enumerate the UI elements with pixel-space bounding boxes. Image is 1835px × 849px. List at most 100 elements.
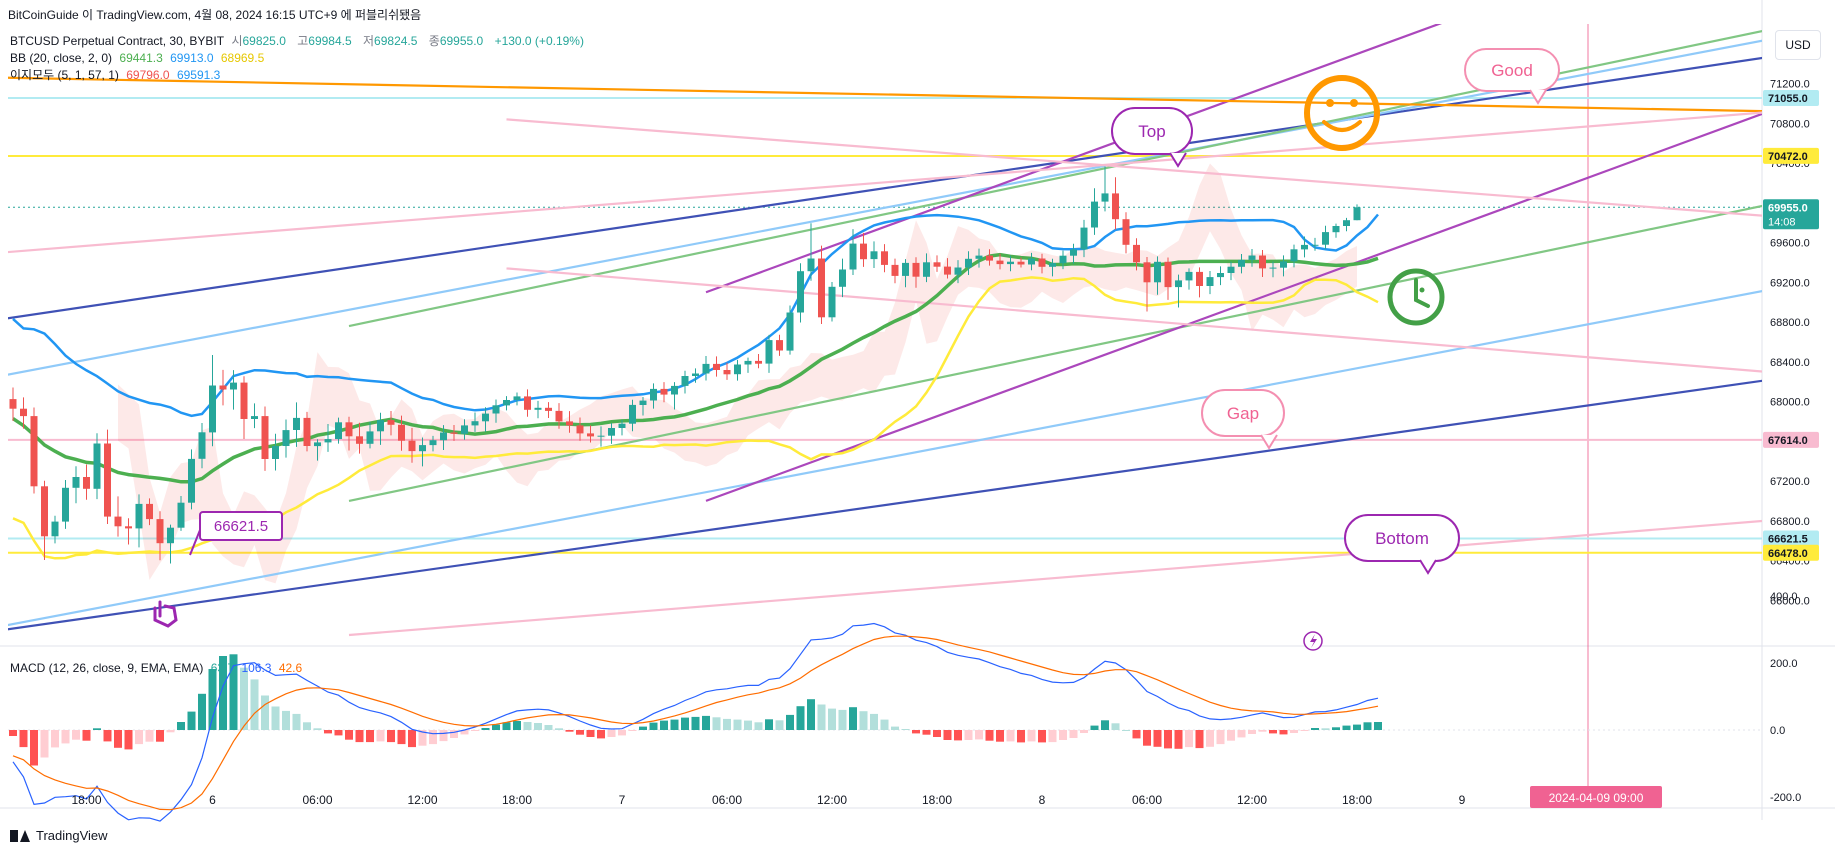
candle-body: [713, 363, 720, 370]
ichimoku-label[interactable]: 이지모두 (5, 1, 57, 1): [10, 68, 119, 82]
candle-body: [303, 417, 311, 446]
candle-body: [723, 370, 731, 375]
macd-histogram-bar: [670, 719, 679, 730]
macd-label[interactable]: MACD (12, 26, close, 9, EMA, EMA): [10, 661, 204, 675]
macd-histogram-bar: [618, 730, 626, 736]
candle-body: [975, 255, 983, 259]
macd-histogram-bar: [439, 730, 448, 742]
macd-histogram-bar: [891, 726, 899, 730]
candle-body: [156, 519, 164, 544]
macd-histogram-bar: [30, 730, 38, 766]
ichimoku-a-value: 69796.0: [126, 68, 170, 82]
macd-histogram-bar: [135, 730, 143, 745]
candle-body: [639, 400, 647, 405]
bottom-bubble-label: Bottom: [1375, 529, 1429, 548]
candle-body: [1101, 193, 1109, 202]
macd-histogram-bar: [114, 730, 122, 748]
macd-histogram-bar: [1101, 720, 1109, 730]
macd-histogram-bar: [702, 715, 710, 730]
date-marker-tag: [1530, 786, 1662, 808]
candle-body: [1175, 280, 1182, 288]
candle-body: [429, 440, 437, 446]
gap-bubble-label: Gap: [1227, 404, 1259, 423]
candle-body: [209, 385, 216, 433]
candle-body: [503, 400, 510, 406]
macd-histogram-bar: [1143, 730, 1151, 746]
candle-body: [755, 360, 762, 364]
price-tag: [1763, 147, 1819, 164]
macd-histogram-bar: [996, 730, 1004, 742]
candle-body: [660, 388, 668, 395]
macd-histogram-bar: [198, 693, 206, 730]
macd-histogram-bar: [1248, 730, 1256, 734]
macd-histogram-bar: [1132, 730, 1141, 739]
macd-histogram-bar: [1111, 723, 1120, 730]
candle-body: [933, 262, 941, 267]
macd-histogram-bar: [1059, 730, 1067, 740]
time-axis-label: 18:00: [502, 793, 532, 807]
macd-histogram-bar: [565, 730, 574, 732]
candle-body: [1322, 232, 1329, 245]
macd-histogram-bar: [324, 730, 332, 734]
candle-body: [83, 477, 90, 489]
candle-body: [72, 477, 80, 488]
macd-histogram-bar: [208, 669, 217, 730]
candle-body: [419, 445, 426, 452]
bb-basis-value: 69441.3: [119, 51, 163, 65]
macd-histogram-bar: [51, 730, 59, 748]
macd-histogram-bar: [975, 730, 983, 740]
macd-histogram-bar: [807, 699, 815, 730]
macd-histogram-bar: [1185, 730, 1193, 748]
macd-histogram-bar: [1353, 724, 1361, 730]
candle-body: [870, 251, 878, 260]
candle-body: [1164, 261, 1172, 288]
candle-body: [1227, 266, 1235, 273]
macd-histogram-bar: [282, 710, 290, 730]
bb-label[interactable]: BB (20, close, 2, 0): [10, 51, 113, 65]
price-axis-label: 68800.0: [1770, 317, 1810, 329]
macd-signal-value: 42.6: [278, 661, 303, 675]
macd-histogram-bar: [649, 722, 658, 730]
candles: [9, 166, 1361, 564]
neutral-face-dot: [1419, 287, 1425, 293]
macd-histogram-bar: [1269, 730, 1277, 734]
macd-histogram-bar: [124, 730, 133, 750]
candle-body: [912, 262, 920, 277]
bb-lower-value: 68969.5: [220, 51, 265, 65]
candle-body: [1112, 193, 1119, 220]
trendline: [8, 76, 1762, 113]
candle-body: [219, 385, 227, 390]
time-axis-label: 7: [619, 793, 626, 807]
candle-body: [881, 251, 888, 265]
macd-histogram-bar: [1174, 730, 1183, 749]
candle-body: [587, 433, 594, 437]
macd-histogram-bar: [754, 722, 763, 730]
candle-body: [471, 421, 479, 426]
candle-body: [1238, 259, 1245, 267]
candle-body: [849, 243, 857, 270]
macd-histogram-bar: [397, 730, 406, 745]
good-bubble: Good: [1464, 48, 1560, 105]
time-axis-label: 18:00: [1342, 793, 1372, 807]
candle-body: [135, 503, 143, 529]
price-callout-pointer: [189, 529, 201, 556]
trendline: [348, 204, 1762, 502]
footer-brand[interactable]: TradingView: [10, 828, 108, 843]
macd-histogram-bar: [408, 730, 416, 748]
macd-histogram-bar: [597, 730, 605, 739]
time-axis-label: 18:00: [922, 793, 952, 807]
high-label: 고: [297, 34, 309, 48]
macd-histogram-bar: [954, 730, 962, 741]
candle-body: [744, 360, 752, 365]
candle-body: [839, 269, 846, 287]
currency-button[interactable]: USD: [1775, 30, 1821, 60]
macd-histogram-bar: [387, 730, 395, 743]
candle-body: [1185, 271, 1193, 281]
macd-histogram-bar: [177, 722, 185, 730]
candle-body: [324, 439, 332, 443]
symbol-name[interactable]: BTCUSD Perpetual Contract, 30, BYBIT: [10, 34, 225, 48]
macd-histogram-bar: [229, 654, 238, 730]
candle-body: [954, 267, 962, 275]
tradingview-logo-icon: [10, 829, 30, 842]
